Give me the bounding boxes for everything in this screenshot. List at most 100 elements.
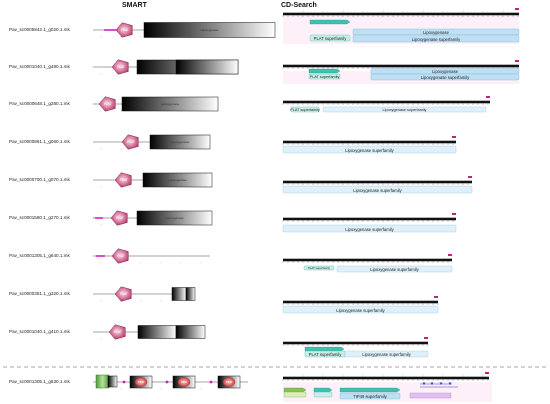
pkd-domain [134, 377, 148, 387]
lipoxygenase-superfamily-hit [322, 106, 487, 113]
lipoxygenase-domain [149, 134, 211, 150]
gene-label: Pav_sc0001305.1_g630.1.mk [9, 378, 70, 384]
cd-hit-label: Lipoxygenase superfamily [336, 308, 385, 313]
lipoxygenase-superfamily-hit [352, 34, 520, 43]
purple-hit [409, 392, 452, 399]
site-marker [422, 382, 426, 385]
query-sequence-bar [283, 12, 519, 16]
lipoxygenase-domain-label: Lipoxygenase [171, 140, 190, 144]
plat-specific-hit [308, 68, 341, 74]
cd-hit-label: Lipoxygenase superfamily [362, 352, 411, 357]
lipoxygenase-domain [121, 96, 219, 112]
plat-domain [111, 59, 129, 75]
cd-hit-label: Lipoxygenase superfamily [383, 108, 427, 112]
plat-domain-label: PLAT [114, 330, 122, 334]
lipoxygenase-superfamily-hit [282, 185, 473, 194]
lipoxygenase-domain-label: Lipoxygenase [161, 102, 180, 106]
cd-hit-label: PLAT superfamily [309, 352, 343, 357]
cd-hit-label: PLAT superfamily [308, 266, 330, 270]
cdsearch-header: CD-Search [281, 2, 317, 9]
smart-header: SMART [122, 2, 147, 9]
plat-domain-label: PLAT [120, 292, 128, 296]
cd-hit-label: Lipoxygenase superfamily [370, 267, 419, 272]
gene-label: Pav_sc0005842.1_g020.1.mk [9, 26, 70, 32]
plat-superfamily-hit [309, 34, 351, 42]
pkd-domain [222, 377, 236, 387]
pkd-domain-label: PKD [138, 380, 145, 384]
query-end-marker [486, 96, 490, 98]
query-end-marker [452, 213, 456, 215]
green-superfamily-hit [283, 391, 307, 398]
cd-hit-label: PLAT superfamily [290, 108, 320, 112]
teal-superfamily-hit [313, 391, 333, 398]
cd-hit-label: Lipoxygenase superfamily [421, 75, 470, 80]
gene-label: Pav_sc0001040.1_g480.1.mk [9, 63, 70, 69]
plat-specific-hit [304, 346, 345, 352]
lipoxygenase-domain [171, 287, 187, 301]
query-end-marker [485, 372, 489, 374]
plat-domain-label: PLAT [121, 28, 129, 32]
query-end-marker [468, 176, 472, 178]
tip49-superfamily-hit [339, 392, 401, 400]
gene-label: Pav_sc0000861.1_g060.1.mk [9, 138, 70, 144]
cd-hit-label: Lipoxygenase superfamily [345, 148, 394, 153]
green-specific-hit [283, 387, 307, 393]
site-marker [439, 382, 443, 385]
query-sequence-bar [283, 217, 456, 221]
plat-domain-label: PLAT [117, 65, 125, 69]
query-end-marker [434, 296, 438, 298]
cd-hit-label: Lipoxygenase superfamily [345, 227, 394, 232]
query-end-marker [452, 136, 456, 138]
lipoxygenase-superfamily-hit [336, 265, 453, 273]
plat-domain [114, 286, 132, 302]
query-sequence-bar [283, 258, 452, 262]
lipoxygenase-domain-label: Lipoxygenase [200, 28, 219, 32]
cd-hit-label: Lipoxygenase superfamily [412, 37, 461, 42]
plat-superfamily-hit [308, 73, 341, 80]
site-marker [448, 382, 452, 385]
cd-hit-label: Lipoxygenase [423, 30, 450, 35]
lipoxygenase-domain [175, 325, 206, 339]
gene-label: Pav_sc0000351.1_g320.1.mk [9, 290, 70, 296]
plat-domain-label: PLAT [116, 216, 124, 220]
plat-domain [111, 248, 129, 264]
lipoxygenase-domain-label: Lipoxygenase [165, 216, 184, 220]
plat-domain [110, 210, 128, 226]
lipoxygenase-domain [143, 22, 276, 38]
query-sequence-bar [283, 341, 428, 345]
lipoxygenase-superfamily-hit [370, 73, 520, 81]
motif-dot [122, 380, 126, 384]
plat-domain [115, 22, 133, 38]
plat-domain [114, 172, 132, 188]
plat-domain-label: PLAT [104, 102, 112, 106]
plat-domain [108, 324, 126, 340]
cd-hit-label: TIP49 superfamily [353, 394, 388, 399]
plat-domain-label: PLAT [117, 254, 125, 258]
cd-hit-label: PLAT superfamily [310, 75, 340, 79]
query-sequence-bar [283, 140, 456, 144]
cd-hit-label: Lipoxygenase [432, 69, 459, 74]
plat-specific-hit [309, 19, 351, 25]
lipoxygenase-domain-label: Lipoxygenase [168, 178, 187, 182]
plat-domain [121, 134, 139, 150]
lipoxygenase-domain [185, 287, 196, 301]
query-sequence-bar [283, 376, 489, 380]
teal-specific-hit [313, 387, 333, 393]
motif-dot [209, 380, 213, 384]
plat-domain [98, 96, 116, 112]
gene-label: Pav_sc0001305.1_g640.1.mk [9, 252, 70, 258]
pkd-domain [177, 377, 191, 387]
query-end-marker [515, 8, 519, 10]
gene-label: Pav_sc0000700.1_g070.1.mk [9, 176, 70, 182]
lipoxygenase-superfamily-hit [282, 224, 457, 233]
lipoxygenase-superfamily-hit [282, 305, 439, 314]
lipoxygenase-superfamily-hit [344, 350, 429, 358]
pkd-grey-domain [107, 375, 118, 388]
query-end-marker [448, 254, 452, 256]
lipoxygenase-domain [175, 59, 239, 75]
site-marker [430, 382, 434, 385]
query-sequence-bar [283, 100, 490, 104]
motif-dot [165, 380, 169, 384]
plat-superfamily-hit [303, 265, 335, 271]
